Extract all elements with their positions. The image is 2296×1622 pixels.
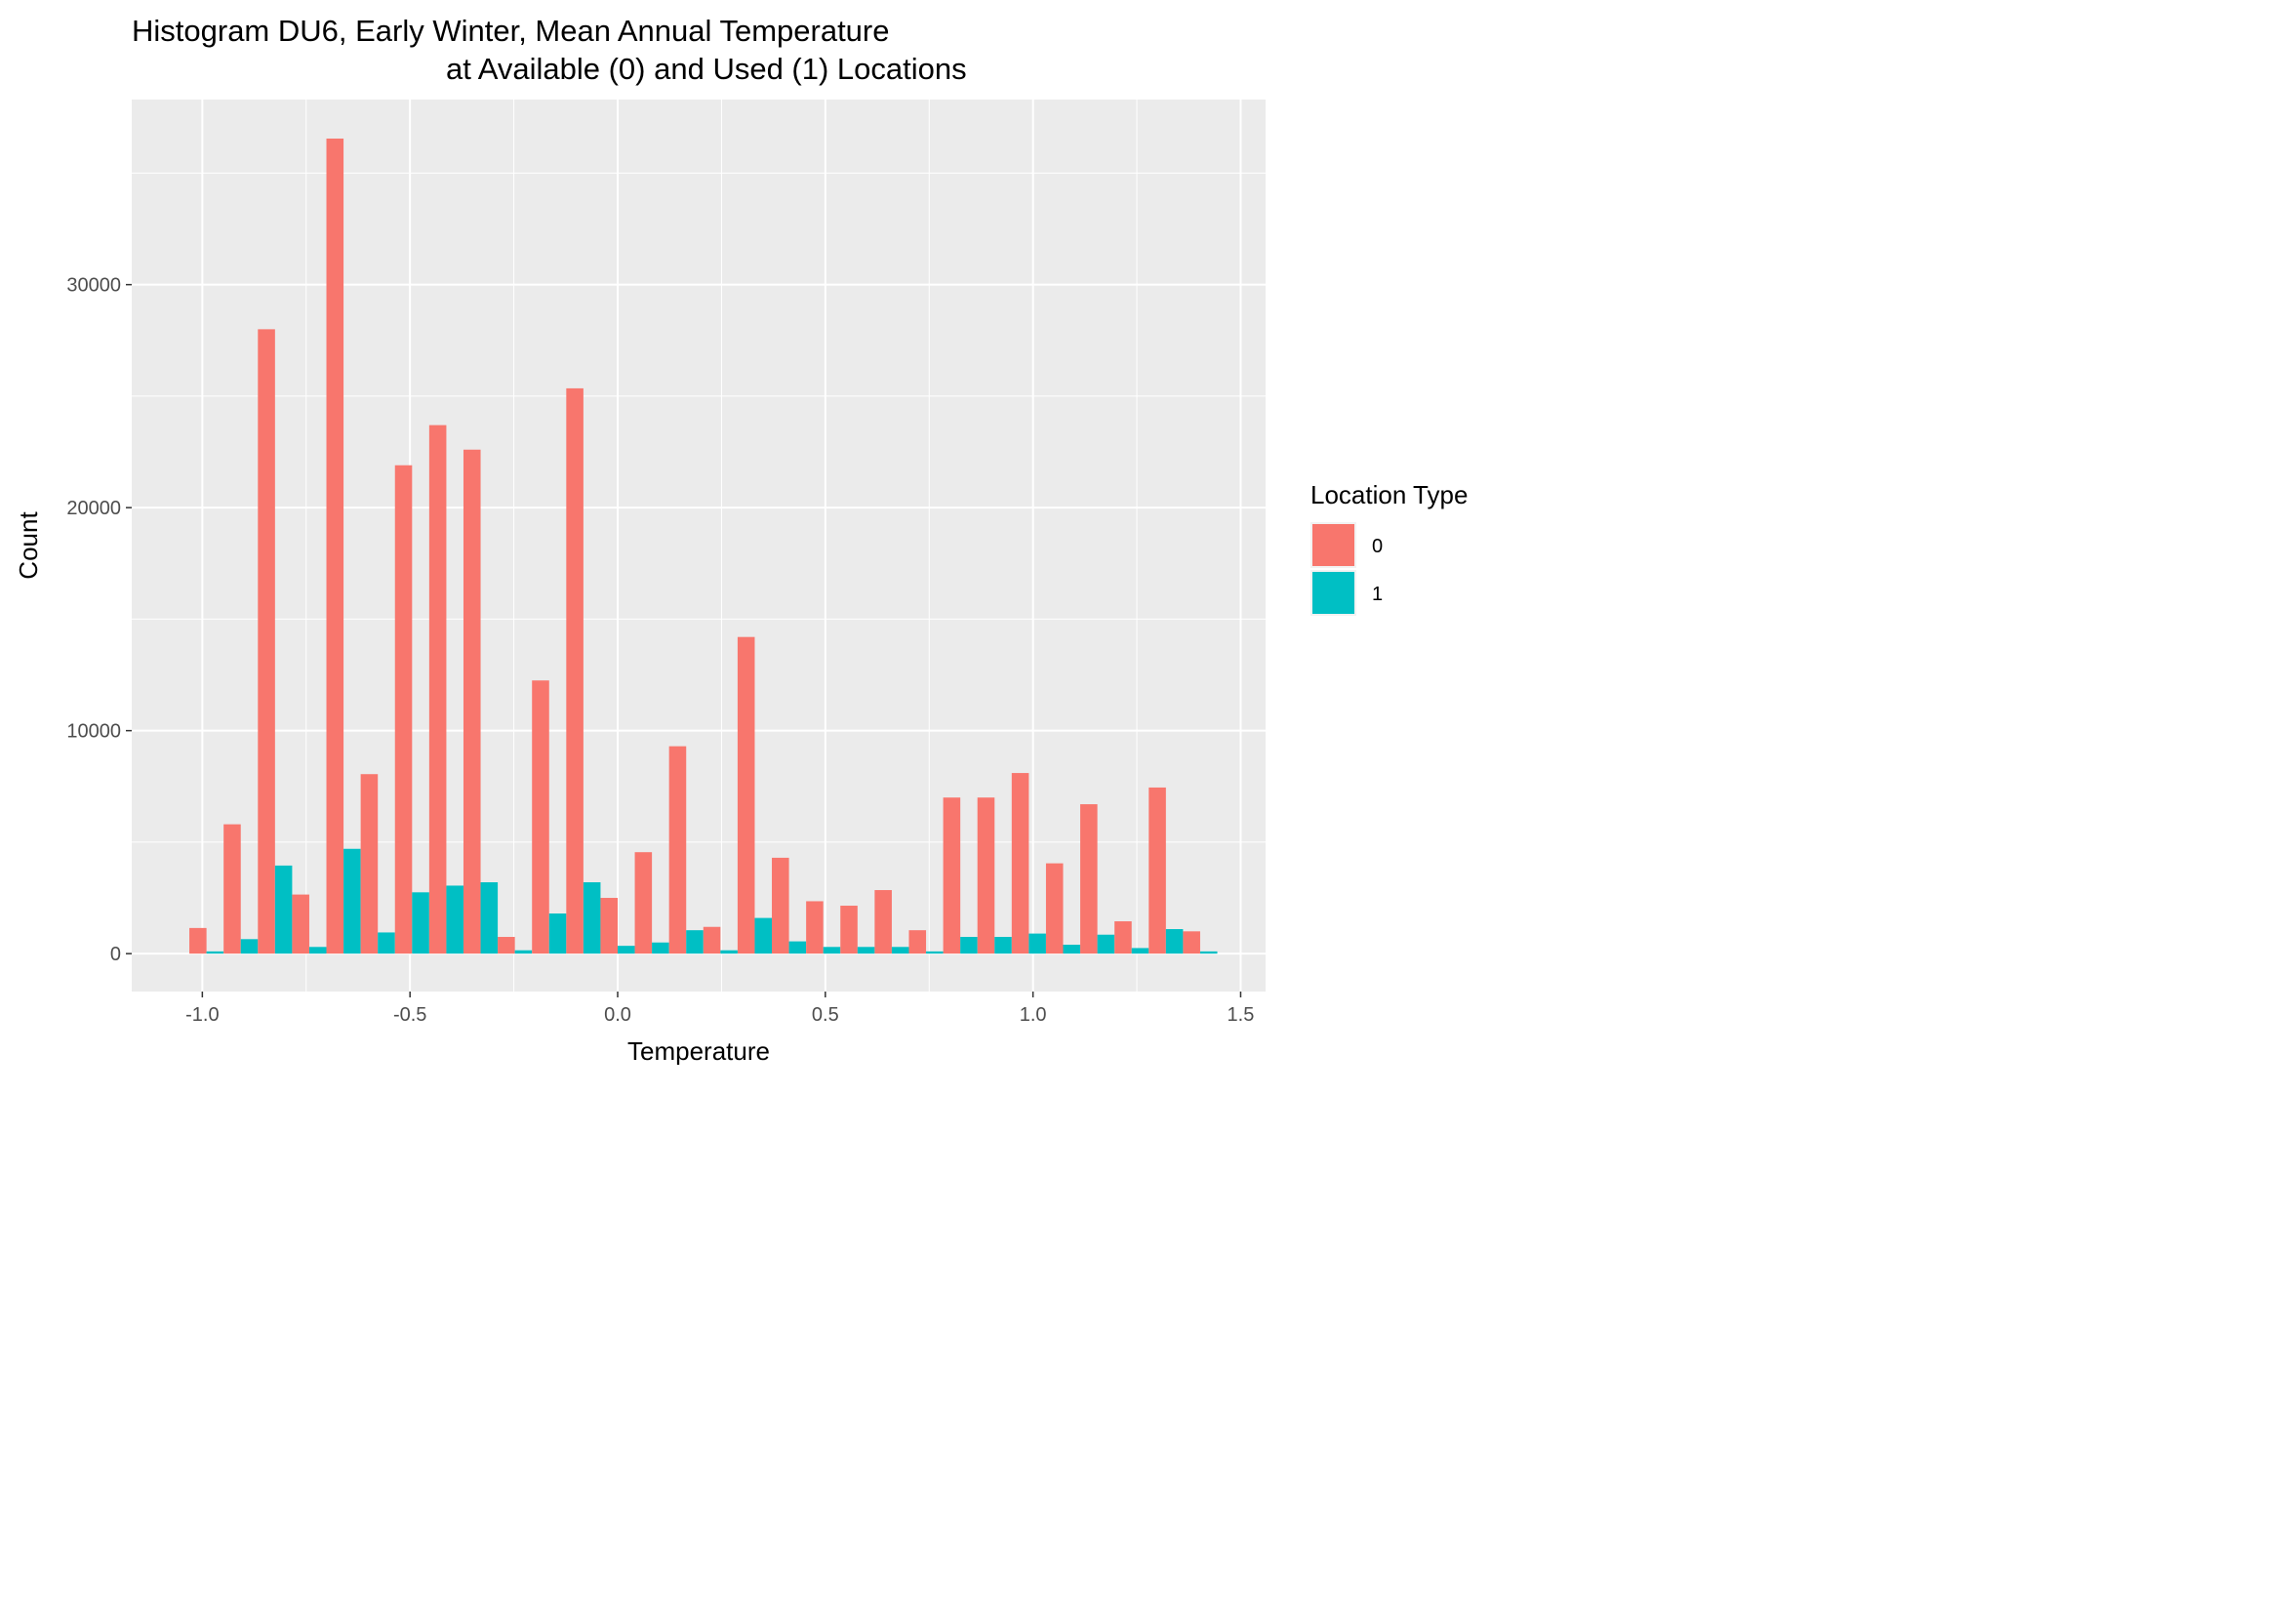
bar-series-1 — [343, 848, 361, 954]
legend: Location Type 0 1 — [1310, 480, 1468, 616]
bar-series-0 — [1011, 773, 1029, 954]
legend-label-0: 0 — [1372, 536, 1383, 557]
x-tick-label: -0.5 — [393, 1004, 426, 1026]
bar-series-1 — [857, 947, 875, 954]
chart-title-line-2: at Available (0) and Used (1) Locations — [446, 52, 967, 86]
x-axis: -1.0 -0.5 0.0 0.5 1.0 1.5 — [185, 992, 1254, 1026]
bar-series-0 — [1114, 921, 1132, 954]
bar-series-0 — [360, 774, 379, 954]
bar-series-1 — [891, 947, 909, 954]
legend-swatch-0 — [1312, 524, 1354, 566]
bar-series-0 — [223, 824, 241, 954]
bar-series-1 — [1063, 945, 1081, 954]
bar-series-0 — [532, 680, 549, 954]
bar-series-1 — [240, 939, 259, 954]
bar-series-1 — [1097, 934, 1115, 954]
y-axis: 0 10000 20000 30000 — [66, 275, 132, 965]
bar-series-0 — [428, 425, 447, 954]
bar-series-1 — [1199, 951, 1218, 954]
bar-series-0 — [1080, 804, 1098, 954]
bar-series-1 — [548, 913, 567, 954]
bar-series-1 — [274, 865, 293, 954]
bar-series-0 — [394, 465, 413, 954]
bar-series-1 — [206, 951, 224, 954]
x-axis-title: Temperature — [627, 1036, 770, 1065]
bar-series-0 — [1183, 931, 1200, 954]
histogram-bars — [189, 138, 1218, 954]
bar-series-1 — [720, 950, 738, 954]
bar-series-0 — [189, 927, 207, 954]
bar-series-0 — [566, 387, 584, 954]
legend-label-1: 1 — [1372, 584, 1383, 605]
bar-series-1 — [412, 892, 429, 954]
x-tick-label: 0.0 — [604, 1004, 631, 1026]
bar-series-1 — [754, 917, 773, 954]
bar-series-1 — [446, 885, 463, 954]
y-tick-label: 20000 — [66, 498, 121, 519]
bar-series-1 — [480, 882, 499, 954]
bar-series-0 — [600, 898, 618, 954]
bar-series-0 — [908, 930, 927, 954]
bar-series-1 — [1028, 933, 1046, 954]
y-tick-label: 30000 — [66, 275, 121, 297]
bar-series-1 — [994, 937, 1012, 954]
bar-series-0 — [463, 449, 481, 954]
x-tick-label: 1.0 — [1020, 1004, 1047, 1026]
y-axis-title: Count — [14, 511, 43, 580]
bar-series-1 — [926, 951, 944, 954]
bar-series-0 — [772, 857, 789, 954]
y-tick-label: 10000 — [66, 721, 121, 743]
bar-series-0 — [806, 901, 824, 954]
legend-title: Location Type — [1310, 480, 1468, 509]
bar-series-0 — [874, 890, 892, 954]
bar-series-0 — [1148, 787, 1166, 954]
chart-title: Histogram DU6, Early Winter, Mean Annual… — [132, 14, 967, 86]
bar-series-0 — [943, 797, 961, 954]
bar-series-1 — [618, 946, 635, 954]
bar-series-0 — [668, 746, 687, 954]
bar-series-1 — [308, 947, 327, 954]
chart-title-line-1: Histogram DU6, Early Winter, Mean Annual… — [132, 14, 889, 48]
bar-series-1 — [514, 950, 533, 954]
bar-series-1 — [1165, 929, 1184, 954]
bar-series-0 — [292, 894, 309, 954]
bar-series-0 — [840, 906, 858, 954]
y-tick-label: 0 — [110, 944, 121, 965]
bar-series-0 — [977, 797, 995, 954]
histogram-chart: Histogram DU6, Early Winter, Mean Annual… — [14, 14, 1468, 1065]
bar-series-0 — [258, 329, 275, 954]
bar-series-1 — [583, 882, 601, 954]
bar-series-1 — [788, 941, 807, 954]
bar-series-0 — [634, 852, 653, 954]
bar-series-0 — [1045, 863, 1064, 954]
x-tick-label: 1.5 — [1228, 1004, 1255, 1026]
x-tick-label: -1.0 — [185, 1004, 219, 1026]
legend-swatch-1 — [1312, 572, 1354, 614]
bar-series-1 — [378, 932, 395, 954]
bar-series-1 — [686, 930, 704, 954]
bar-series-1 — [1131, 948, 1149, 954]
bar-series-1 — [960, 937, 978, 954]
bar-series-0 — [498, 937, 515, 954]
bar-series-1 — [823, 947, 841, 954]
bar-series-0 — [703, 926, 721, 954]
x-tick-label: 0.5 — [812, 1004, 839, 1026]
bar-series-1 — [652, 942, 669, 954]
bar-series-0 — [737, 636, 755, 954]
bar-series-0 — [326, 138, 344, 954]
plot-panel — [132, 100, 1266, 992]
